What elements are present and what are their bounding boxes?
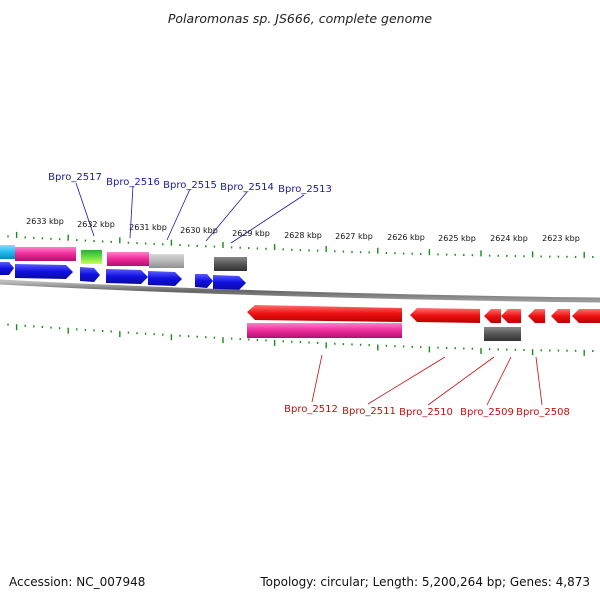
scale-label: 2628 kbp — [284, 231, 322, 240]
accession-text: Accession: NC_007948 — [9, 575, 145, 589]
label-leader-line — [311, 354, 323, 403]
scale-label: 2629 kbp — [232, 229, 270, 238]
label-leader-line — [166, 188, 191, 241]
scale-label: 2630 kbp — [180, 226, 218, 235]
label-leader-line — [535, 356, 543, 406]
reverse-cds-arrow[interactable] — [410, 308, 480, 323]
gene-label-reverse[interactable]: Bpro_2511 — [342, 406, 396, 417]
label-leader-line — [367, 356, 446, 405]
scale-label: 2627 kbp — [335, 232, 373, 241]
gene-label-forward[interactable]: Bpro_2515 — [163, 180, 217, 191]
reverse-gene-labels: Bpro_2512 Bpro_2511 Bpro_2510 Bpro_2509 … — [284, 354, 570, 418]
forward-cds-arrow[interactable] — [80, 267, 100, 282]
gene-label-forward[interactable]: Bpro_2514 — [220, 182, 274, 193]
label-leader-line — [205, 191, 248, 242]
reverse-cog-track — [247, 323, 521, 341]
scale-label: 2632 kbp — [77, 220, 115, 229]
label-leader-line — [129, 185, 134, 239]
genome-backbone — [0, 279, 600, 303]
scale-label: 2624 kbp — [490, 234, 528, 243]
forward-gene-labels: Bpro_2517 Bpro_2516 Bpro_2515 Bpro_2514 … — [48, 172, 332, 244]
feature-cog-magenta[interactable] — [107, 252, 149, 266]
forward-cog-track — [0, 245, 247, 271]
label-leader-line — [486, 356, 512, 406]
forward-cds-track — [0, 262, 246, 290]
forward-cds-arrow[interactable] — [213, 275, 246, 290]
reverse-cds-arrow[interactable] — [528, 309, 545, 323]
reverse-cds-track — [247, 305, 600, 323]
reverse-cds-arrow[interactable] — [247, 305, 402, 322]
label-leader-line — [230, 194, 305, 244]
label-leader-line — [75, 182, 95, 237]
forward-cds-arrow[interactable] — [195, 274, 213, 288]
scale-label: 2625 kbp — [438, 234, 476, 243]
gene-label-reverse[interactable]: Bpro_2509 — [460, 407, 514, 418]
feature-cog-magenta[interactable] — [15, 247, 76, 261]
scale-label: 2626 kbp — [387, 233, 425, 242]
reverse-cds-arrow[interactable] — [501, 309, 521, 323]
gene-label-reverse[interactable]: Bpro_2508 — [516, 407, 570, 418]
map-title: Polaromonas sp. JS666, complete genome — [168, 11, 433, 26]
forward-cds-arrow[interactable] — [148, 271, 182, 286]
reverse-cds-arrow[interactable] — [484, 309, 501, 323]
scale-label: 2631 kbp — [129, 223, 167, 232]
feature-cog-magenta[interactable] — [247, 323, 402, 338]
feature-cog-grey[interactable] — [149, 254, 184, 268]
feature-cog-darkgrey[interactable] — [214, 257, 247, 271]
forward-cds-arrow[interactable] — [106, 269, 148, 284]
gene-label-reverse[interactable]: Bpro_2510 — [399, 407, 453, 418]
label-leader-line — [427, 356, 495, 406]
reverse-cds-arrow[interactable] — [572, 309, 600, 323]
forward-cds-arrow[interactable] — [0, 262, 14, 275]
gene-label-forward[interactable]: Bpro_2516 — [106, 177, 160, 188]
scale-label: 2633 kbp — [26, 217, 64, 226]
feature-cog-darkgrey[interactable] — [484, 327, 521, 341]
gene-label-forward[interactable]: Bpro_2513 — [278, 184, 332, 195]
gene-label-forward[interactable]: Bpro_2517 — [48, 172, 102, 183]
reverse-cds-arrow[interactable] — [551, 309, 570, 323]
inner-tick-ruler — [7, 323, 594, 356]
scale-labels: 2633 kbp 2632 kbp 2631 kbp 2630 kbp 2629… — [26, 217, 580, 243]
scale-label: 2623 kbp — [542, 234, 580, 243]
feature-cog-green[interactable] — [81, 250, 102, 264]
gene-label-reverse[interactable]: Bpro_2512 — [284, 404, 338, 415]
feature-cog-cyan[interactable] — [0, 245, 15, 259]
topology-summary: Topology: circular; Length: 5,200,264 bp… — [259, 575, 590, 589]
forward-cds-arrow[interactable] — [15, 264, 73, 279]
outer-tick-ruler — [7, 231, 594, 258]
